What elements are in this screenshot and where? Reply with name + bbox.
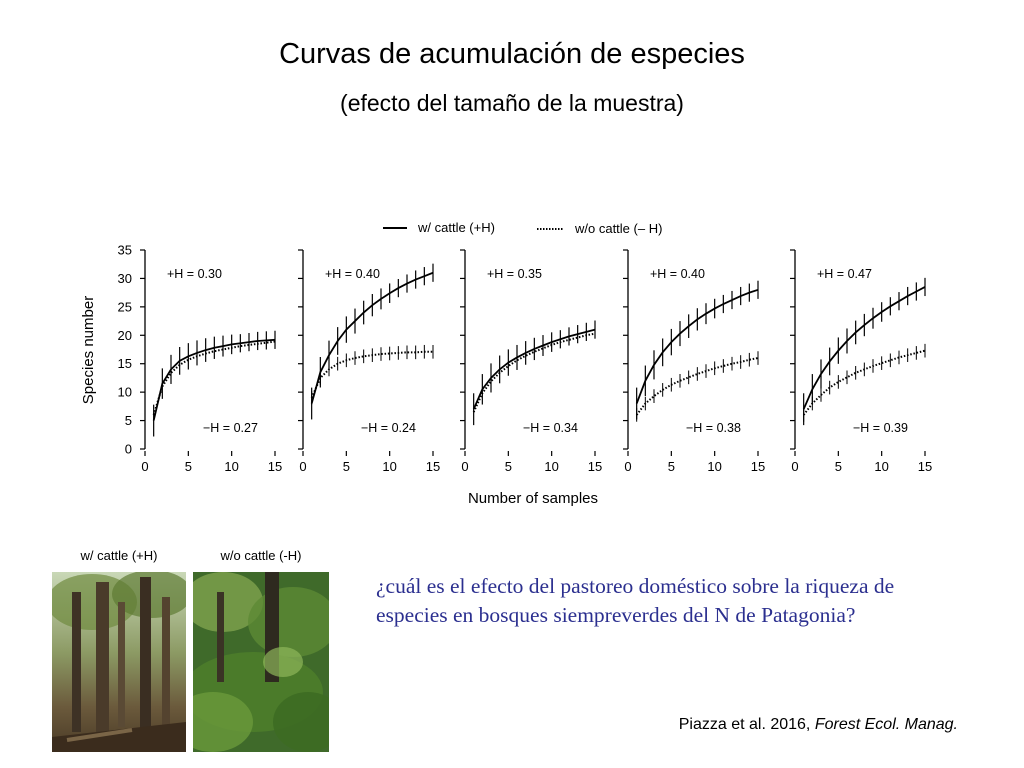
- panel-plus-h-label: +H = 0.47: [817, 267, 872, 281]
- panel-3: 0 5 10 15 +H = 0.35 −H = 0.34: [460, 249, 602, 474]
- x-tick-label: 5: [343, 459, 350, 474]
- forest-photo-without-cattle: [193, 572, 329, 752]
- series-with-cattle: [310, 271, 434, 404]
- panel-plus-h-label: +H = 0.30: [167, 267, 222, 281]
- research-question: ¿cuál es el efecto del pastoreo doméstic…: [376, 574, 895, 627]
- citation: Piazza et al. 2016, Forest Ecol. Manag.: [679, 716, 958, 734]
- series-with-cattle: [802, 286, 926, 410]
- x-tick-label: 0: [624, 459, 631, 474]
- panel-plus-h-label: +H = 0.40: [325, 267, 380, 281]
- panel-plus-h-label: +H = 0.40: [650, 267, 705, 281]
- x-tick-label: 0: [299, 459, 306, 474]
- forest-photo-with-cattle: [52, 572, 186, 752]
- x-tick-label: 10: [224, 459, 238, 474]
- panel-1: 0 5 10 15 20 25 30 35 0 5 10 15 +H = 0.30 −H = 0.27: [118, 243, 283, 475]
- x-tick-label: 5: [668, 459, 675, 474]
- x-tick-label: 5: [185, 459, 192, 474]
- legend-label-without-cattle: w/o cattle (– H): [574, 221, 662, 236]
- x-tick-label: 15: [426, 459, 440, 474]
- slide-title: Curvas de acumulación de especies: [279, 38, 745, 70]
- x-tick-label: 15: [588, 459, 602, 474]
- panel-minus-h-label: −H = 0.27: [203, 421, 258, 435]
- species-accumulation-chart: w/ cattle (+H) w/o cattle (– H) 0 5 10 15 20 2…: [80, 220, 933, 507]
- y-tick-label: 15: [118, 356, 132, 371]
- citation-authors: Piazza et al. 2016,: [678, 716, 815, 733]
- x-tick-label: 15: [751, 459, 765, 474]
- y-tick-label: 25: [118, 299, 132, 314]
- x-tick-label: 10: [707, 459, 721, 474]
- y-tick-label: 35: [118, 243, 132, 258]
- y-axis-label: Species number: [80, 296, 97, 404]
- x-tick-label: 15: [918, 459, 932, 474]
- panel-2: 0 5 10 15 +H = 0.40 −H = 0.24: [298, 249, 440, 474]
- panel-plus-h-label: +H = 0.35: [487, 267, 542, 281]
- y-tick-label: 20: [118, 328, 132, 343]
- y-tick-label: 0: [125, 442, 132, 457]
- series-without-cattle: [152, 340, 276, 416]
- forest-with-cattle-image: [52, 572, 186, 752]
- slide-subtitle: (efecto del tamaño de la muestra): [340, 90, 684, 116]
- panel-minus-h-label: −H = 0.24: [361, 421, 416, 435]
- x-tick-label: 5: [835, 459, 842, 474]
- series-without-cattle: [635, 357, 759, 416]
- citation-journal: Forest Ecol. Manag.: [814, 716, 958, 733]
- panel-5: 0 5 10 15 +H = 0.47 −H = 0.39: [790, 249, 932, 474]
- x-tick-label: 10: [544, 459, 558, 474]
- panel-minus-h-label: −H = 0.34: [523, 421, 578, 435]
- chart-legend: w/ cattle (+H) w/o cattle (– H): [383, 220, 662, 236]
- x-tick-label: 0: [791, 459, 798, 474]
- panel-minus-h-label: −H = 0.39: [853, 421, 908, 435]
- y-tick-label: 10: [118, 385, 132, 400]
- forest-without-cattle-image: [193, 572, 329, 752]
- photo-label-without-cattle: w/o cattle (-H): [220, 548, 302, 563]
- x-tick-label: 0: [141, 459, 148, 474]
- chart-panels: 0 5 10 15 20 25 30 35 0 5 10 15 +H = 0.30 −H = 0.27 0 5…: [118, 243, 933, 475]
- photo-label-with-cattle: w/ cattle (+H): [80, 548, 158, 563]
- series-without-cattle: [802, 349, 926, 416]
- y-tick-label: 5: [125, 413, 132, 428]
- x-tick-label: 5: [505, 459, 512, 474]
- x-tick-label: 0: [461, 459, 468, 474]
- legend-label-with-cattle: w/ cattle (+H): [417, 220, 495, 235]
- panel-4: 0 5 10 15 +H = 0.40 −H = 0.38: [623, 249, 765, 474]
- series-with-cattle: [635, 288, 759, 404]
- x-tick-label: 10: [382, 459, 396, 474]
- x-axis-label: Number of samples: [468, 490, 598, 507]
- y-tick-label: 30: [118, 271, 132, 286]
- x-tick-label: 15: [268, 459, 282, 474]
- panel-minus-h-label: −H = 0.38: [686, 421, 741, 435]
- x-tick-label: 10: [874, 459, 888, 474]
